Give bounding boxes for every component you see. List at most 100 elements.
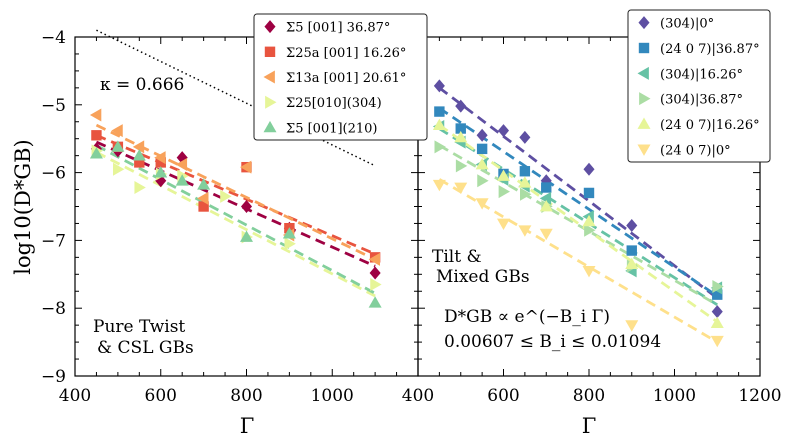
right-point-s1-4 bbox=[519, 166, 531, 177]
left-point-s4-3 bbox=[154, 166, 168, 178]
left-point-s2-2 bbox=[132, 140, 145, 154]
left-x-tick-label-1000: 1000 bbox=[311, 386, 354, 406]
right-point-s0-7 bbox=[626, 218, 638, 232]
left-point-s4-8 bbox=[368, 296, 382, 308]
left-fit-line-1 bbox=[95, 134, 376, 256]
right-legend: (304)|0° (24 0 7)|36.87° (304)|16.26° (304)… bbox=[627, 9, 771, 163]
right-legend-label-0: (304)|0° bbox=[660, 17, 714, 32]
right-fit-line-1 bbox=[438, 107, 719, 298]
left-point-s1-0 bbox=[91, 130, 102, 141]
right-point-s5-8 bbox=[710, 335, 724, 348]
right-point-s1-2 bbox=[476, 143, 488, 155]
right-point-s1-6 bbox=[583, 187, 595, 199]
left-point-s0-6 bbox=[369, 266, 381, 280]
left-y-tick-label--4: −4 bbox=[41, 28, 66, 48]
right-legend-marker-0 bbox=[638, 16, 650, 30]
right-point-s4-8 bbox=[710, 316, 724, 328]
right-point-s5-4 bbox=[518, 225, 532, 237]
right-point-s0-6 bbox=[583, 162, 595, 176]
right-point-s0-8 bbox=[711, 305, 723, 319]
right-point-s4-4 bbox=[518, 176, 532, 188]
right-point-s4-7 bbox=[625, 257, 639, 270]
right-panel: 400 600 800 1000 1200 bbox=[402, 36, 782, 406]
right-point-s0-3 bbox=[497, 124, 510, 138]
left-legend-marker-0 bbox=[264, 20, 276, 34]
right-point-s3-2 bbox=[477, 174, 489, 188]
right-point-s3-1 bbox=[455, 159, 468, 173]
right-point-s4-0 bbox=[432, 118, 446, 131]
left-point-s2-4 bbox=[175, 157, 188, 171]
right-legend-marker-1 bbox=[638, 42, 650, 54]
left-x-tick-label-400: 400 bbox=[59, 386, 91, 406]
right-point-s4-6 bbox=[582, 214, 596, 227]
right-point-s5-7 bbox=[625, 320, 639, 332]
left-legend-label-2: Σ13a [001] 20.61° bbox=[286, 71, 406, 86]
left-point-s2-0 bbox=[89, 108, 102, 122]
right-legend-label-5: (24 0 7)|0° bbox=[660, 143, 731, 158]
left-point-s3-7 bbox=[284, 237, 296, 251]
right-point-s1-0 bbox=[434, 106, 445, 117]
right-point-s5-6 bbox=[582, 266, 596, 278]
left-legend-marker-3 bbox=[265, 95, 277, 109]
left-x-axis-label: Γ bbox=[240, 414, 255, 438]
right-panel-label-line1: Tilt & bbox=[432, 247, 482, 267]
right-point-s1-5 bbox=[541, 182, 552, 193]
left-point-s1-2 bbox=[134, 157, 145, 168]
right-formula-annotation: D*GB ∝ e^(−B_i Γ) bbox=[444, 307, 610, 327]
right-legend-marker-2 bbox=[637, 66, 649, 80]
right-legend-marker-3 bbox=[639, 92, 651, 106]
left-legend-marker-2 bbox=[263, 70, 275, 84]
left-point-s4-7 bbox=[282, 227, 296, 239]
right-point-s1-7 bbox=[626, 245, 637, 256]
left-point-s3-5 bbox=[220, 189, 232, 203]
right-point-s0-0 bbox=[433, 79, 445, 93]
left-panel-label-line2: & CSL GBs bbox=[97, 338, 194, 358]
left-legend-label-3: Σ25[010](304) bbox=[286, 96, 382, 111]
right-point-s0-1 bbox=[455, 99, 467, 113]
right-point-s3-3 bbox=[498, 185, 510, 199]
right-x-tick-label-600: 600 bbox=[487, 386, 519, 406]
right-point-s5-3 bbox=[497, 218, 510, 230]
right-point-s0-4 bbox=[519, 130, 531, 144]
right-x-tick-label-800: 800 bbox=[573, 386, 605, 406]
right-fit-line-0 bbox=[438, 86, 719, 300]
right-point-s4-1 bbox=[454, 130, 468, 143]
left-legend-marker-1 bbox=[264, 46, 276, 57]
left-y-tick-label--6: −6 bbox=[41, 164, 66, 184]
left-x-tick-label-800: 800 bbox=[230, 386, 262, 406]
left-point-s4-5 bbox=[197, 178, 211, 190]
right-point-s3-4 bbox=[520, 187, 532, 201]
left-y-tick-label--7: −7 bbox=[41, 231, 66, 251]
right-point-s5-5 bbox=[539, 228, 553, 241]
right-point-s4-5 bbox=[539, 200, 553, 212]
right-legend-label-3: (304)|36.87° bbox=[660, 93, 743, 108]
left-point-s3-8 bbox=[370, 277, 382, 291]
right-point-s3-0 bbox=[434, 140, 446, 154]
right-panel-label-line2: Mixed GBs bbox=[436, 267, 530, 287]
right-point-s1-1 bbox=[455, 123, 466, 134]
left-point-s4-0 bbox=[89, 147, 103, 159]
right-x-axis-label: Γ bbox=[582, 414, 597, 438]
left-point-s4-2 bbox=[132, 149, 146, 161]
left-legend-marker-4 bbox=[263, 120, 277, 133]
left-point-s2-8 bbox=[368, 252, 380, 266]
left-legend: Σ5 [001] 36.87° Σ25a [001] 16.26° Σ13a [00… bbox=[253, 13, 428, 141]
left-point-s0-4 bbox=[240, 200, 253, 213]
left-y-tick-label--8: −8 bbox=[41, 299, 66, 319]
right-point-s3-8 bbox=[712, 280, 724, 294]
left-panel-label-line1: Pure Twist bbox=[93, 317, 185, 337]
left-point-s1-3 bbox=[155, 157, 166, 168]
left-panel: 400 600 800 1000 −9 −8 −7 −6 −5 −4 bbox=[41, 28, 419, 406]
right-point-s4-3 bbox=[497, 169, 510, 181]
right-fit-line-5 bbox=[438, 178, 718, 344]
left-y-tick-label--9: −9 bbox=[41, 367, 66, 387]
right-x-tick-label-1000: 1000 bbox=[653, 386, 696, 406]
left-legend-label-4: Σ5 [001](210) bbox=[286, 121, 378, 136]
left-point-s2-1 bbox=[111, 124, 123, 138]
right-point-s4-2 bbox=[475, 157, 489, 170]
right-fit-line-4 bbox=[438, 123, 719, 323]
left-point-s4-6 bbox=[240, 230, 253, 242]
y-axis-label: log10(D*GB) bbox=[11, 139, 35, 274]
left-y-tick-label--5: −5 bbox=[41, 96, 66, 116]
left-legend-box bbox=[253, 13, 428, 141]
